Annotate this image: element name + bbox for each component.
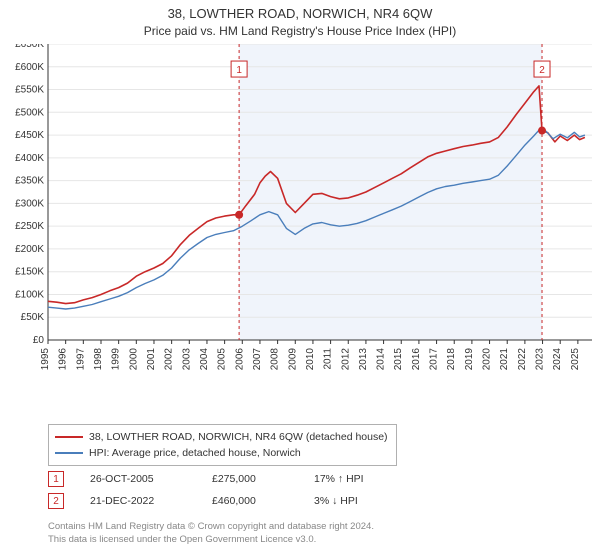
svg-text:2022: 2022 [517,348,528,371]
svg-text:2004: 2004 [199,348,210,371]
legend-row-series-2: HPI: Average price, detached house, Norw… [55,445,388,461]
svg-text:2024: 2024 [552,348,563,371]
svg-text:£100K: £100K [15,289,44,300]
event-price-2: £460,000 [212,495,288,507]
svg-text:2005: 2005 [217,348,228,371]
svg-text:2016: 2016 [411,348,422,371]
chart-container: 38, LOWTHER ROAD, NORWICH, NR4 6QW Price… [0,0,600,560]
svg-text:£350K: £350K [15,176,44,187]
legend-label-2: HPI: Average price, detached house, Norw… [89,445,301,461]
svg-text:£0: £0 [33,335,45,346]
event-price-1: £275,000 [212,473,288,485]
svg-text:£450K: £450K [15,130,44,141]
svg-text:2018: 2018 [446,348,457,371]
event-hpi-2: 3% ↓ HPI [314,495,394,507]
svg-text:£50K: £50K [21,312,45,323]
svg-text:1999: 1999 [111,348,122,371]
svg-text:2000: 2000 [128,348,139,371]
svg-text:2019: 2019 [464,348,475,371]
svg-text:2012: 2012 [340,348,351,371]
title-sub: Price paid vs. HM Land Registry's House … [0,24,600,38]
footer-attribution: Contains HM Land Registry data © Crown c… [48,520,374,546]
footer-line-1: Contains HM Land Registry data © Crown c… [48,520,374,533]
legend-swatch-red [55,436,83,438]
legend-row-series-1: 38, LOWTHER ROAD, NORWICH, NR4 6QW (deta… [55,429,388,445]
svg-text:2023: 2023 [535,348,546,371]
svg-text:£250K: £250K [15,221,44,232]
svg-text:1996: 1996 [58,348,69,371]
svg-text:2008: 2008 [270,348,281,371]
svg-text:2015: 2015 [393,348,404,371]
svg-text:2017: 2017 [429,348,440,371]
chart-area: £0 £50K £100K £150K £200K £250K £300K £350K £400… [8,44,592,376]
svg-text:£500K: £500K [15,107,44,118]
event-date-2: 21-DEC-2022 [90,495,186,507]
svg-text:1998: 1998 [93,348,104,371]
svg-text:2002: 2002 [164,348,175,371]
svg-text:£650K: £650K [15,44,44,50]
events-table: 1 26-OCT-2005 £275,000 17% ↑ HPI 2 21-DE… [48,468,394,512]
svg-text:1997: 1997 [75,348,86,371]
event-row-1: 1 26-OCT-2005 £275,000 17% ↑ HPI [48,468,394,490]
svg-text:£550K: £550K [15,85,44,96]
event-marker-2: 2 [48,493,64,509]
svg-text:2011: 2011 [323,348,334,370]
svg-text:£400K: £400K [15,153,44,164]
svg-text:2006: 2006 [234,348,245,371]
svg-text:£600K: £600K [15,62,44,73]
svg-text:1995: 1995 [40,348,51,371]
svg-text:2021: 2021 [499,348,510,371]
event-date-1: 26-OCT-2005 [90,473,186,485]
svg-text:2010: 2010 [305,348,316,371]
svg-text:2020: 2020 [482,348,493,371]
svg-text:2025: 2025 [570,348,581,371]
svg-text:£200K: £200K [15,244,44,255]
titles: 38, LOWTHER ROAD, NORWICH, NR4 6QW Price… [0,0,600,38]
svg-text:2007: 2007 [252,348,263,371]
svg-text:1: 1 [236,65,242,76]
legend-swatch-blue [55,452,83,454]
footer-line-2: This data is licensed under the Open Gov… [48,533,374,546]
svg-text:2013: 2013 [358,348,369,371]
event-hpi-1: 17% ↑ HPI [314,473,394,485]
svg-text:2: 2 [539,65,545,76]
legend-label-1: 38, LOWTHER ROAD, NORWICH, NR4 6QW (deta… [89,429,388,445]
svg-text:2001: 2001 [146,348,157,371]
svg-text:2009: 2009 [287,348,298,371]
event-marker-1: 1 [48,471,64,487]
event-row-2: 2 21-DEC-2022 £460,000 3% ↓ HPI [48,490,394,512]
svg-text:£300K: £300K [15,198,44,209]
svg-text:£150K: £150K [15,267,44,278]
legend-box: 38, LOWTHER ROAD, NORWICH, NR4 6QW (deta… [48,424,397,466]
svg-text:2003: 2003 [181,348,192,371]
svg-text:2014: 2014 [376,348,387,371]
chart-svg: £0 £50K £100K £150K £200K £250K £300K £350K £400… [8,44,592,376]
title-main: 38, LOWTHER ROAD, NORWICH, NR4 6QW [0,6,600,21]
